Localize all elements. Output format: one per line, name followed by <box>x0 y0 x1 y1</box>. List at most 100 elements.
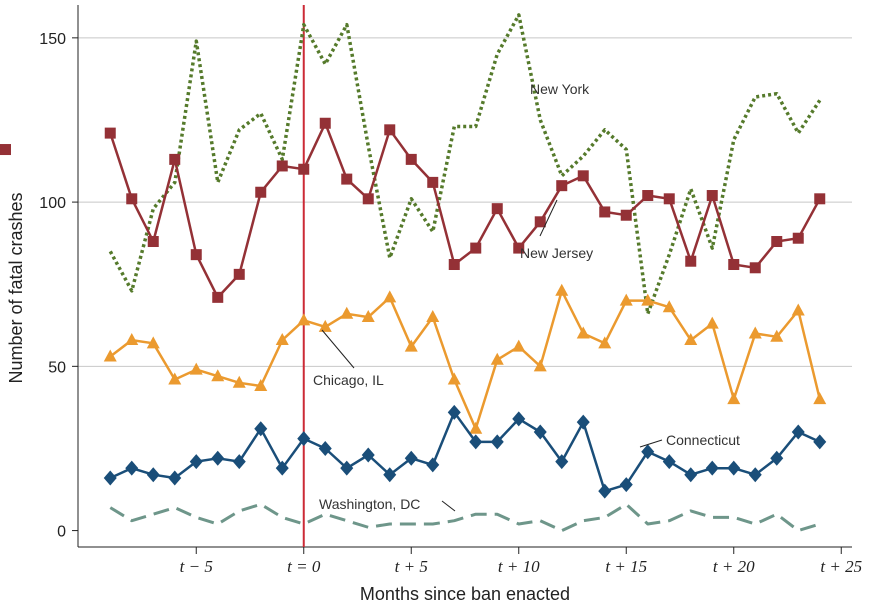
data-point-triangle <box>125 333 139 346</box>
data-point-square <box>427 176 439 188</box>
data-point-diamond <box>275 460 289 476</box>
data-point-square <box>491 203 503 215</box>
series-new-york <box>108 13 822 316</box>
data-point-square <box>319 117 331 129</box>
data-point-square <box>470 242 482 254</box>
series-line-new-jersey <box>109 122 821 299</box>
data-point-diamond <box>318 440 332 456</box>
data-point-triangle <box>662 300 676 313</box>
data-point-triangle <box>598 336 612 349</box>
data-point-triangle <box>748 326 762 339</box>
data-point-square <box>448 259 460 271</box>
data-point-triangle <box>813 392 827 405</box>
data-point-square <box>276 160 288 172</box>
series-new-jersey <box>0 117 826 303</box>
data-point-diamond <box>791 424 805 440</box>
data-point-square <box>190 249 202 261</box>
data-point-triangle <box>684 333 698 346</box>
data-point-diamond <box>383 467 397 483</box>
data-point-square <box>771 236 783 248</box>
leader-washington-dc <box>441 500 456 512</box>
data-point-triangle <box>770 329 784 342</box>
data-point-diamond <box>297 431 311 447</box>
series-line-connecticut <box>109 411 821 493</box>
y-axis-title: Number of fatal crashes <box>6 192 26 383</box>
data-point-square <box>728 259 740 271</box>
series-line-new-york <box>108 13 822 316</box>
data-point-diamond <box>598 483 612 499</box>
data-point-square <box>0 144 11 156</box>
series <box>0 13 827 533</box>
series-annotations: New York New Jersey Chicago, IL Connecti… <box>313 81 740 512</box>
data-point-triangle <box>576 326 590 339</box>
leader-new-jersey <box>539 199 558 237</box>
data-point-triangle <box>641 293 655 306</box>
data-point-diamond <box>641 444 655 460</box>
data-point-square <box>642 190 654 202</box>
data-point-diamond <box>103 470 117 486</box>
data-point-diamond <box>146 467 160 483</box>
data-point-square <box>341 173 353 185</box>
data-point-diamond <box>619 477 633 493</box>
data-point-triangle <box>103 349 117 362</box>
label-new-jersey: New Jersey <box>520 245 593 261</box>
data-point-diamond <box>576 414 590 430</box>
data-point-diamond <box>340 460 354 476</box>
data-point-triangle <box>146 336 160 349</box>
data-point-diamond <box>662 454 676 470</box>
data-point-square <box>384 124 396 136</box>
data-point-square <box>233 268 245 280</box>
data-point-diamond <box>727 460 741 476</box>
y-tick-label: 0 <box>57 524 66 541</box>
leader-chicago <box>321 329 355 369</box>
series-line-chicago-il <box>109 289 822 430</box>
data-point-square <box>706 190 718 202</box>
data-point-square <box>212 291 224 303</box>
data-point-diamond <box>361 447 375 463</box>
data-point-diamond <box>404 450 418 466</box>
data-point-diamond <box>555 454 569 470</box>
data-point-diamond <box>254 421 268 437</box>
data-point-triangle <box>211 369 225 382</box>
data-point-diamond <box>533 424 547 440</box>
data-point-triangle <box>275 333 289 346</box>
x-tick-label: t + 25 <box>820 557 862 576</box>
x-axis-title: Months since ban enacted <box>360 584 570 604</box>
data-point-diamond <box>211 450 225 466</box>
data-point-square <box>104 127 116 139</box>
data-point-square <box>556 180 568 192</box>
data-point-diamond <box>232 454 246 470</box>
data-point-square <box>126 193 138 205</box>
data-point-triangle <box>555 283 569 296</box>
data-point-triangle <box>340 306 354 319</box>
data-point-triangle <box>619 293 633 306</box>
series-chicago-il <box>103 283 827 434</box>
data-point-diamond <box>490 434 504 450</box>
data-point-square <box>577 170 589 182</box>
data-point-triangle <box>512 339 526 352</box>
series-connecticut <box>103 404 827 499</box>
data-point-triangle <box>361 310 375 323</box>
y-tick-label: 50 <box>48 359 66 376</box>
data-point-square <box>513 242 525 254</box>
data-point-triangle <box>426 310 440 323</box>
y-tick-label: 100 <box>39 195 66 212</box>
data-point-triangle <box>318 319 332 332</box>
label-chicago: Chicago, IL <box>313 372 384 388</box>
data-point-square <box>599 206 611 218</box>
y-ticks: 0 50 100 150 <box>39 31 78 541</box>
data-point-triangle <box>254 379 268 392</box>
x-ticks: t − 5 t = 0 t + 5 t + 10 t + 15 t + 20 t + 25 <box>180 547 862 576</box>
data-point-triangle <box>383 290 397 303</box>
leader-connecticut <box>639 439 663 448</box>
x-tick-label: t + 5 <box>395 557 428 576</box>
data-point-square <box>749 262 761 274</box>
data-point-square <box>814 193 826 205</box>
data-point-triangle <box>469 421 483 434</box>
data-point-diamond <box>748 467 762 483</box>
label-new-york: New York <box>530 81 590 97</box>
data-point-triangle <box>533 359 547 372</box>
data-point-diamond <box>684 467 698 483</box>
x-tick-label: t + 20 <box>713 557 755 576</box>
